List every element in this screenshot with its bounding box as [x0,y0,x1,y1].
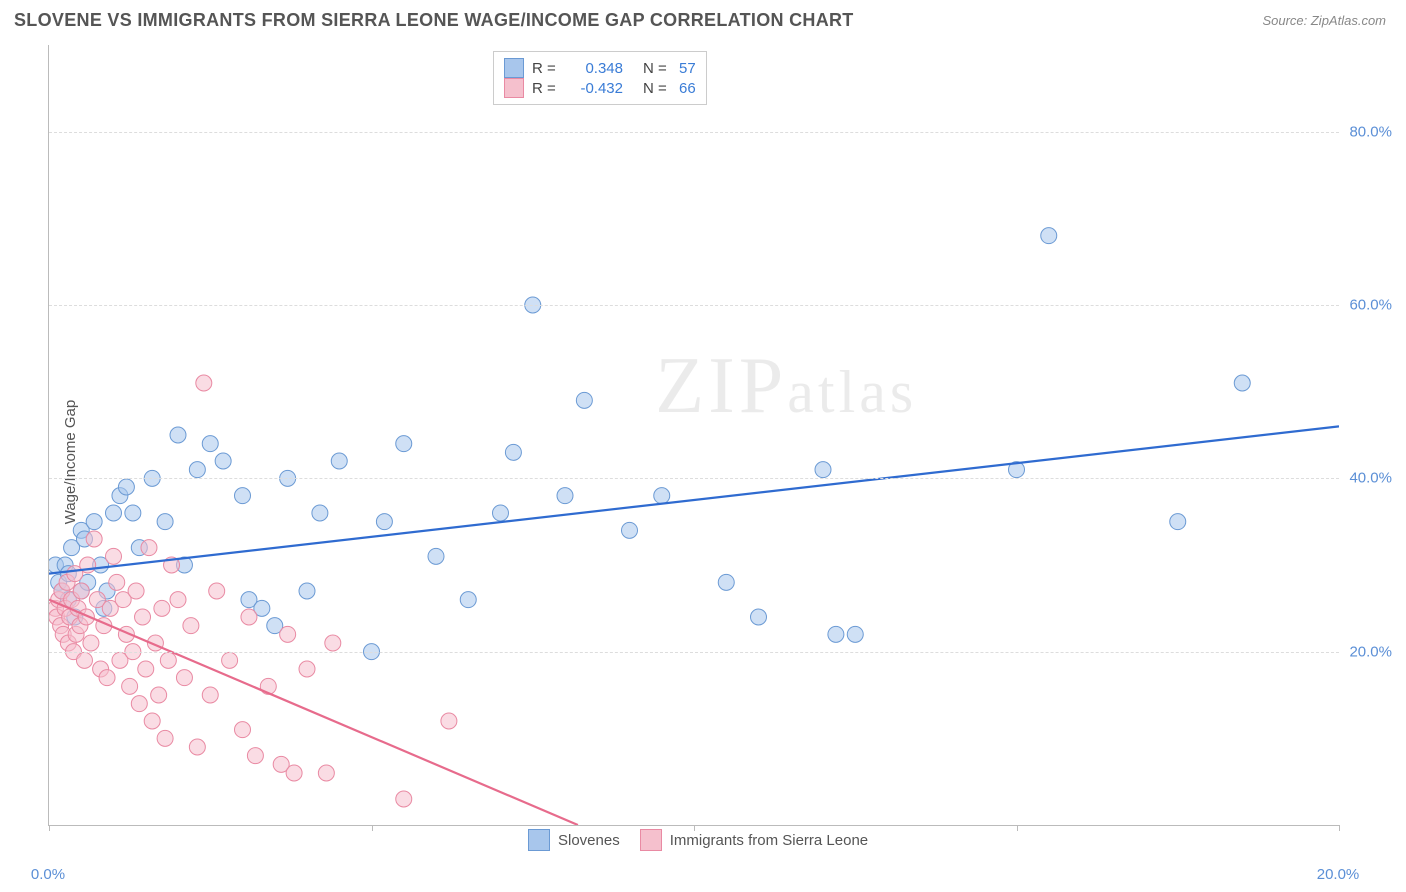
source-attribution: Source: ZipAtlas.com [1262,13,1386,28]
data-point [125,505,141,521]
data-point [1041,228,1057,244]
x-tick-label: 0.0% [31,866,65,883]
legend-label: Slovenes [558,832,620,849]
data-point [151,687,167,703]
data-point [157,514,173,530]
data-point [847,626,863,642]
data-point [99,670,115,686]
data-point [299,583,315,599]
data-point [144,713,160,729]
data-point [189,462,205,478]
data-point [196,375,212,391]
data-point [493,505,509,521]
data-point [235,488,251,504]
data-point [86,531,102,547]
data-point [286,765,302,781]
x-tick-label: 20.0% [1317,866,1360,883]
data-point [83,635,99,651]
data-point [331,453,347,469]
data-point [109,574,125,590]
data-point [441,713,457,729]
data-point [215,453,231,469]
n-label: N = [643,60,671,77]
data-point [622,522,638,538]
scatter-svg [49,45,1339,825]
r-label: R = [532,60,560,77]
data-point [460,592,476,608]
data-point [135,609,151,625]
data-point [131,696,147,712]
data-point [222,652,238,668]
data-point [141,540,157,556]
n-label: N = [643,80,671,97]
data-point [209,583,225,599]
y-tick-label: 20.0% [1349,643,1392,660]
data-point [170,427,186,443]
n-value: 57 [679,60,696,77]
data-point [751,609,767,625]
data-point [235,722,251,738]
data-point [505,444,521,460]
chart-header: SLOVENE VS IMMIGRANTS FROM SIERRA LEONE … [0,0,1406,37]
data-point [312,505,328,521]
data-point [280,626,296,642]
data-point [170,592,186,608]
data-point [157,730,173,746]
data-point [376,514,392,530]
data-point [396,791,412,807]
data-point [557,488,573,504]
chart-title: SLOVENE VS IMMIGRANTS FROM SIERRA LEONE … [14,10,854,31]
data-point [828,626,844,642]
data-point [128,583,144,599]
r-value: -0.432 [568,80,623,97]
r-value: 0.348 [568,60,623,77]
data-point [160,652,176,668]
data-point [76,652,92,668]
data-point [1170,514,1186,530]
legend-swatch [528,829,550,851]
legend-swatch [504,58,524,78]
r-label: R = [532,80,560,97]
data-point [118,479,134,495]
data-point [396,436,412,452]
data-point [86,514,102,530]
plot-area: ZIPatlas R = 0.348 N = 57 R = -0.432 N =… [48,45,1339,826]
chart-container: Wage/Income Gap ZIPatlas R = 0.348 N = 5… [0,37,1406,887]
data-point [325,635,341,651]
data-point [202,687,218,703]
data-point [202,436,218,452]
y-tick-label: 60.0% [1349,297,1392,314]
data-point [247,748,263,764]
data-point [1234,375,1250,391]
data-point [106,548,122,564]
data-point [718,574,734,590]
data-point [654,488,670,504]
data-point [183,618,199,634]
data-point [189,739,205,755]
data-point [122,678,138,694]
legend-swatch [504,78,524,98]
data-point [138,661,154,677]
n-value: 66 [679,80,696,97]
data-point [241,609,257,625]
data-point [576,392,592,408]
legend-swatch [640,829,662,851]
data-point [299,661,315,677]
legend-label: Immigrants from Sierra Leone [670,832,868,849]
data-point [106,505,122,521]
regression-line [49,600,578,825]
correlation-legend: R = 0.348 N = 57 R = -0.432 N = 66 [493,51,707,105]
y-tick-label: 40.0% [1349,470,1392,487]
data-point [176,670,192,686]
data-point [318,765,334,781]
data-point [154,600,170,616]
data-point [73,583,89,599]
y-tick-label: 80.0% [1349,123,1392,140]
data-point [428,548,444,564]
data-point [815,462,831,478]
series-legend: Slovenes Immigrants from Sierra Leone [528,829,868,851]
